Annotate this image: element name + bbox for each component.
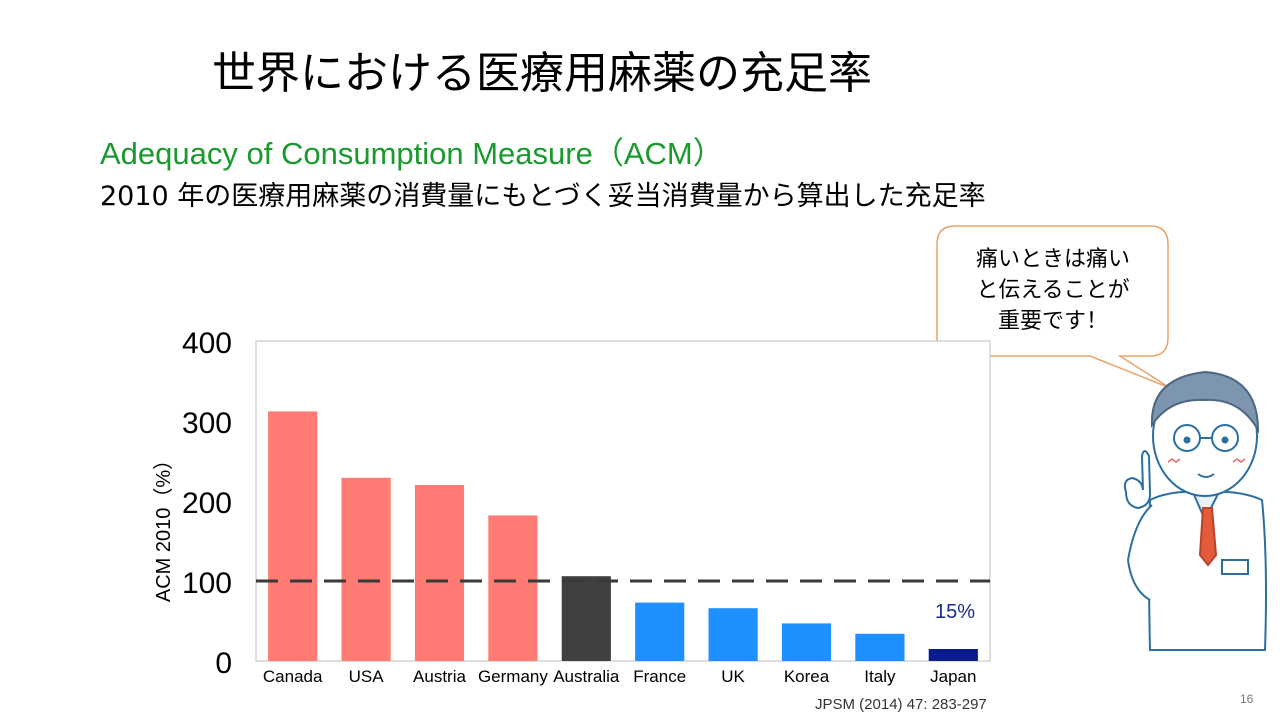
bar-uk (708, 608, 758, 661)
x-tick-label: Japan (930, 667, 976, 686)
bar-germany (488, 515, 538, 661)
subtitle-japanese: 2010 年の医療用麻薬の消費量にもとづく妥当消費量から算出した充足率 (100, 181, 986, 212)
x-tick-label: Austria (413, 667, 466, 686)
x-tick-label: France (633, 667, 686, 686)
y-tick-label: 200 (182, 487, 232, 520)
bubble-line: 痛いときは痛い (975, 247, 1130, 272)
japan-annotation: 15% (935, 601, 975, 623)
x-tick-label: UK (721, 667, 745, 686)
y-tick-label: 100 (182, 567, 232, 600)
bar-korea (781, 623, 832, 661)
bar-australia (561, 576, 611, 661)
bubble-line: と伝えることが (976, 278, 1130, 303)
x-tick-label: Australia (553, 667, 620, 686)
bar-japan (928, 649, 978, 661)
bubble-line: 重要です！ (997, 309, 1108, 334)
speech-bubble-text: 痛いときは痛い と伝えることが 重要です！ (940, 244, 1166, 337)
x-tick-label: Korea (784, 667, 830, 686)
y-tick-label: 300 (182, 407, 232, 440)
citation: JPSM (2014) 47: 283-297 (815, 696, 987, 713)
bar-austria (414, 485, 465, 661)
bar-france (635, 602, 685, 661)
slide-title: 世界における医療用麻薬の充足率 (212, 48, 872, 99)
x-tick-label: Germany (478, 667, 548, 686)
bar-canada (268, 411, 318, 661)
bar-italy (855, 633, 905, 661)
y-tick-label: 0 (215, 647, 232, 680)
x-tick-label: Canada (263, 667, 323, 686)
y-axis-label: ACM 2010（%） (152, 450, 175, 602)
x-tick-label: Italy (864, 667, 896, 686)
subtitle-english: Adequacy of Consumption Measure（ACM） (100, 136, 724, 171)
x-tick-label: USA (349, 667, 385, 686)
bar-usa (341, 477, 391, 661)
page-number: 16 (1240, 692, 1254, 706)
y-tick-label: 400 (182, 327, 232, 360)
